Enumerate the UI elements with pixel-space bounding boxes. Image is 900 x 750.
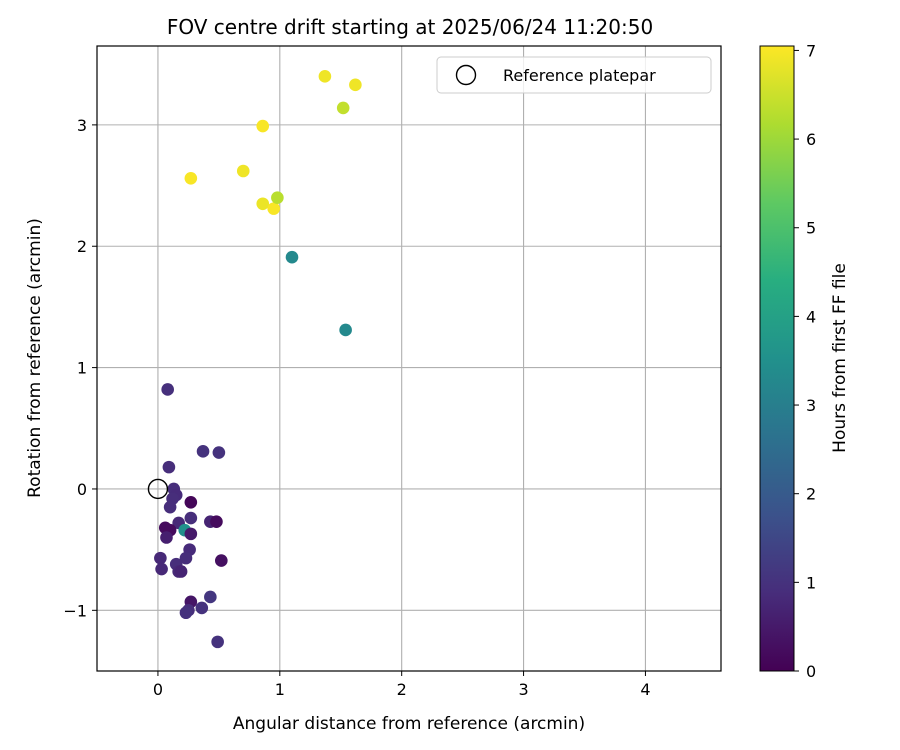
data-point (256, 119, 270, 133)
x-tick-label: 4 (640, 680, 650, 699)
y-axis-label: Rotation from reference (arcmin) (25, 218, 45, 498)
data-point (349, 78, 362, 92)
data-point (215, 554, 228, 567)
data-point (271, 191, 284, 204)
data-point (196, 445, 210, 458)
data-point (163, 500, 177, 514)
colorbar-tick-label: 7 (806, 41, 816, 60)
colorbar-tick-label: 6 (806, 130, 816, 149)
y-tick-label: 3 (77, 116, 87, 135)
y-axis-ticks: −1 0 1 2 3 (63, 116, 97, 620)
colorbar-tick-label: 2 (806, 485, 816, 504)
colorbar-ticks: 0 1 2 3 4 5 6 7 (794, 41, 816, 681)
data-point (154, 551, 167, 565)
legend-entry-label: Reference platepar (503, 66, 656, 85)
y-tick-label: 0 (77, 480, 87, 499)
x-tick-label: 1 (275, 680, 285, 699)
data-point (256, 197, 270, 211)
x-axis-ticks: 0 1 2 3 4 (153, 671, 651, 699)
chart-title: FOV centre drift starting at 2025/06/24 … (167, 15, 653, 39)
data-point (179, 606, 193, 620)
y-tick-label: −1 (63, 601, 87, 620)
reference-platepar-marker (147, 478, 169, 500)
colorbar-tick-label: 1 (806, 573, 816, 592)
data-point (211, 635, 224, 649)
colorbar-gradient (759, 45, 795, 672)
colorbar-label: Hours from first FF file (830, 263, 850, 453)
data-point (212, 446, 226, 459)
data-point (336, 101, 350, 115)
data-points (154, 70, 362, 649)
data-point (267, 202, 281, 215)
legend-open-circle-marker (455, 64, 477, 86)
legend-box (436, 56, 712, 94)
colorbar-tick-label: 4 (806, 307, 816, 326)
colorbar: 0 1 2 3 4 5 6 7 Hours from first FF file (759, 41, 850, 681)
data-point (184, 511, 198, 525)
data-point (162, 460, 176, 474)
data-point (160, 531, 173, 544)
grid-lines (97, 46, 721, 671)
colorbar-tick-label: 5 (806, 219, 816, 238)
data-point (210, 515, 223, 529)
data-point (184, 171, 198, 185)
x-tick-label: 3 (518, 680, 528, 699)
data-point (236, 164, 250, 178)
x-tick-label: 2 (397, 680, 407, 699)
x-axis-label: Angular distance from reference (arcmin) (233, 714, 585, 734)
data-point (184, 496, 198, 509)
colorbar-tick-label: 3 (806, 396, 816, 415)
reference-marker-group (147, 478, 169, 500)
colorbar-tick-label: 0 (806, 662, 816, 681)
data-point (161, 383, 174, 396)
data-point (184, 527, 198, 541)
data-point (174, 565, 188, 578)
data-point (318, 70, 332, 83)
legend: Reference platepar (436, 56, 712, 94)
y-tick-label: 2 (77, 237, 87, 256)
plot-frame (96, 45, 722, 672)
data-point (195, 601, 209, 615)
data-point (285, 250, 299, 264)
data-point (204, 590, 217, 604)
y-tick-label: 1 (77, 359, 87, 378)
x-tick-label: 0 (153, 680, 163, 699)
data-point (155, 562, 168, 576)
data-point (179, 551, 193, 565)
data-point (339, 323, 352, 337)
